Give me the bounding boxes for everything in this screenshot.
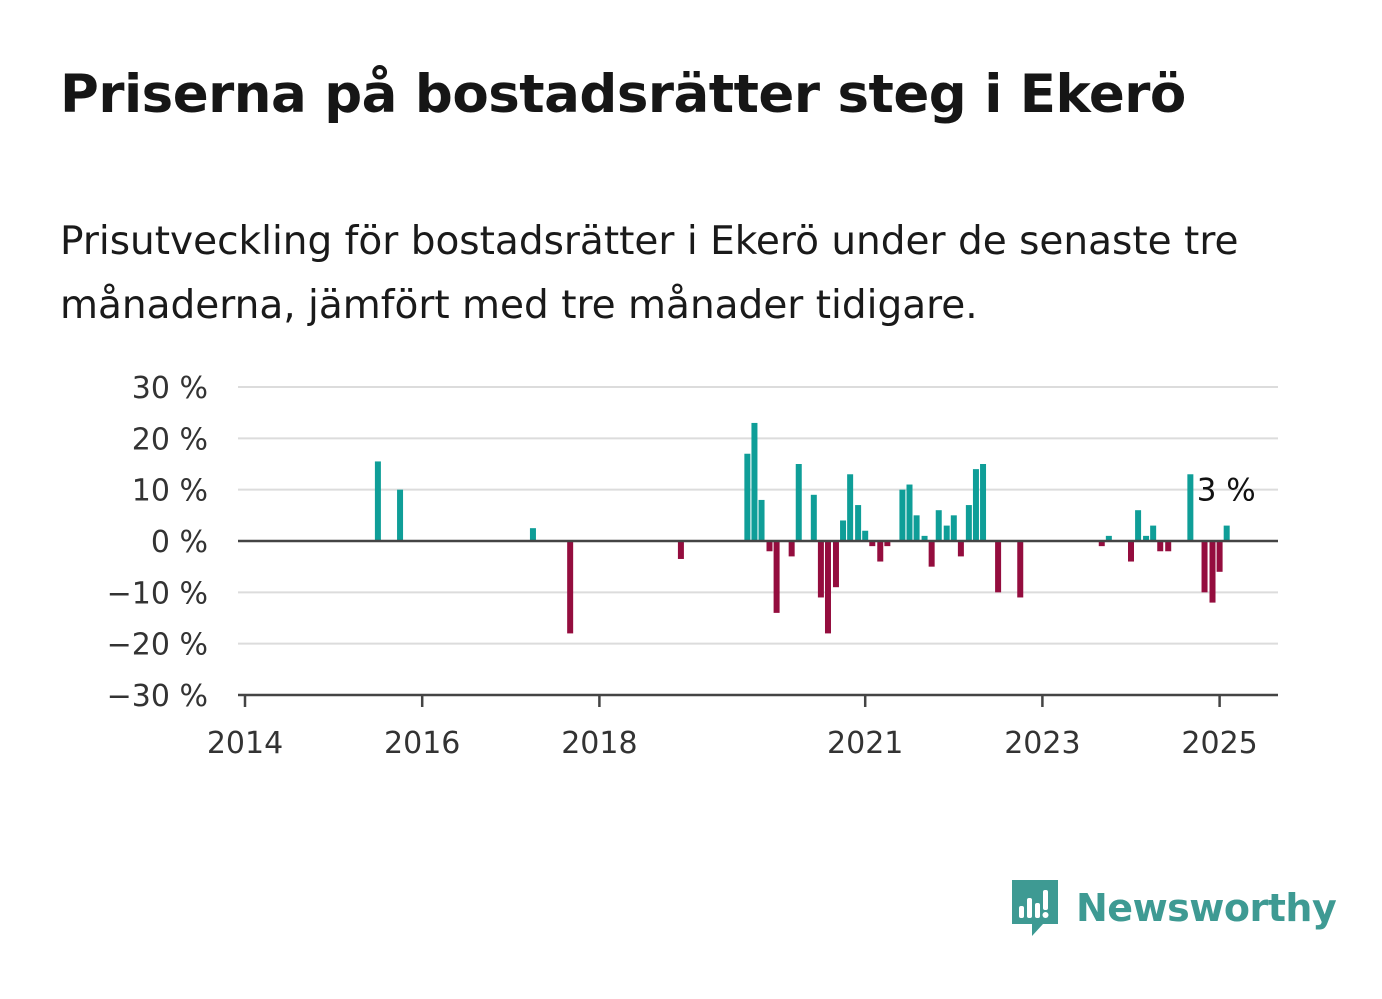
bar	[1150, 525, 1157, 541]
bar	[751, 422, 758, 541]
newsworthy-logo: Newsworthy	[1010, 878, 1337, 938]
x-tick-label: 2018	[561, 726, 637, 761]
bar	[980, 464, 987, 541]
y-tick-label: 30 %	[132, 371, 208, 406]
axes	[238, 539, 1278, 707]
bar	[1098, 541, 1105, 547]
newsworthy-logo-icon	[1012, 880, 1058, 936]
bar	[1209, 541, 1216, 603]
bar	[1128, 541, 1134, 562]
bar	[855, 505, 862, 541]
y-tick-label: 20 %	[132, 422, 208, 457]
bar	[1201, 541, 1208, 593]
bar	[1105, 535, 1112, 541]
bar	[1187, 474, 1194, 541]
bar	[972, 469, 979, 541]
x-tick-label: 2023	[1004, 726, 1080, 761]
bar	[810, 494, 817, 541]
x-tick-label: 2021	[827, 726, 903, 761]
chart-title: Priserna på bostadsrätter steg i Ekerö	[60, 64, 1186, 125]
bar	[869, 541, 876, 547]
bar	[832, 541, 839, 588]
bar	[943, 525, 950, 541]
bars	[374, 422, 1230, 634]
bar	[744, 453, 751, 541]
bar	[529, 528, 536, 541]
chart-subtitle: Prisutveckling för bostadsrätter i Ekerö…	[60, 219, 1239, 328]
tick-labels: 30 % 20 % 10 % 0 % −10 % −20 % −30 % 2014 2016 20…	[107, 371, 1258, 761]
bar	[877, 541, 884, 562]
x-tick-label: 2025	[1181, 726, 1257, 761]
bar	[397, 489, 404, 541]
bar	[906, 484, 913, 541]
bar	[965, 505, 972, 541]
bar	[921, 535, 928, 541]
y-tick-label: −30 %	[107, 679, 208, 714]
last-value-label: 3 %	[1197, 473, 1256, 509]
bar	[957, 541, 964, 557]
bar	[1135, 510, 1142, 541]
bar	[847, 474, 854, 541]
bar	[935, 510, 942, 541]
bar	[567, 541, 574, 634]
bar	[884, 541, 891, 547]
bar	[1017, 541, 1024, 598]
bar	[824, 541, 831, 634]
bar	[913, 515, 920, 541]
y-tick-label: 0 %	[151, 525, 208, 560]
brand-name: Newsworthy	[1076, 886, 1337, 930]
bar	[766, 541, 773, 552]
bar	[899, 489, 906, 541]
y-tick-label: −20 %	[107, 628, 208, 663]
bar	[1157, 541, 1164, 552]
bar	[1216, 541, 1223, 572]
bar	[374, 461, 381, 541]
bar	[788, 541, 795, 557]
bar	[862, 530, 869, 541]
bar	[758, 499, 765, 541]
bar	[817, 541, 824, 598]
bar	[795, 464, 802, 541]
bar	[1223, 525, 1230, 541]
y-tick-label: 10 %	[132, 474, 208, 509]
grid-lines	[238, 386, 1278, 645]
x-tick-label: 2014	[207, 726, 283, 761]
bar	[928, 541, 935, 567]
y-tick-label: −10 %	[107, 576, 208, 611]
bar	[840, 520, 847, 541]
bar	[677, 541, 684, 559]
bar	[1143, 535, 1150, 541]
bar	[1165, 541, 1172, 552]
bar	[773, 541, 780, 613]
x-tick-label: 2016	[384, 726, 460, 761]
bar	[950, 515, 957, 541]
bar	[995, 541, 1002, 593]
